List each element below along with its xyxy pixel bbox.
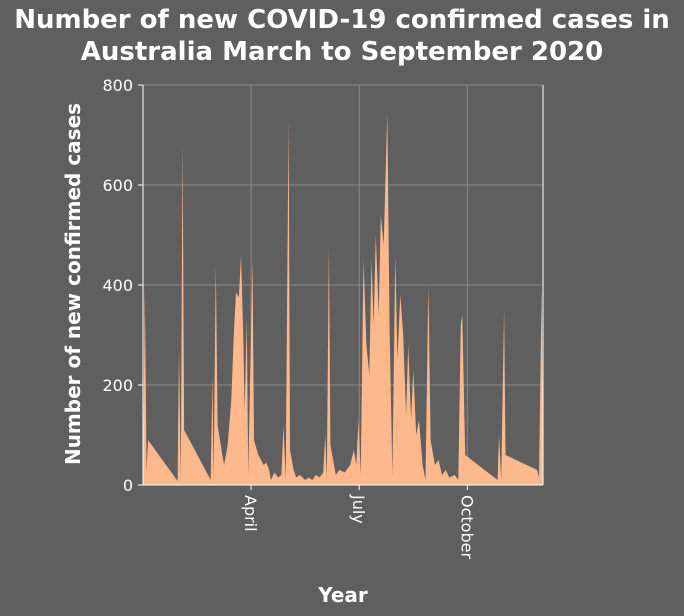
y-tick-label-4: 800 <box>102 76 133 95</box>
y-axis-label: Number of new confirmed cases <box>61 103 85 465</box>
y-tick-label-3: 600 <box>102 176 133 195</box>
cases-area <box>143 112 543 485</box>
axes <box>138 84 544 490</box>
x-axis-label: Year <box>317 583 368 607</box>
x-tick-label-april: April <box>241 495 260 532</box>
grid <box>143 84 543 486</box>
chart-title-line-2: Australia March to September 2020 <box>81 37 604 67</box>
y-tick-label-0: 0 <box>123 476 133 495</box>
area-series <box>143 112 543 485</box>
x-tick-label-october: October <box>457 495 476 559</box>
y-tick-label-2: 400 <box>102 276 133 295</box>
y-tick-label-1: 200 <box>102 376 133 395</box>
chart-title-line-1: Number of new COVID-19 confirmed cases i… <box>14 5 670 35</box>
y-tick-labels: 0 200 400 600 800 <box>102 76 133 495</box>
x-tick-label-july: July <box>349 494 368 524</box>
x-tick-labels: April July October <box>241 494 476 559</box>
